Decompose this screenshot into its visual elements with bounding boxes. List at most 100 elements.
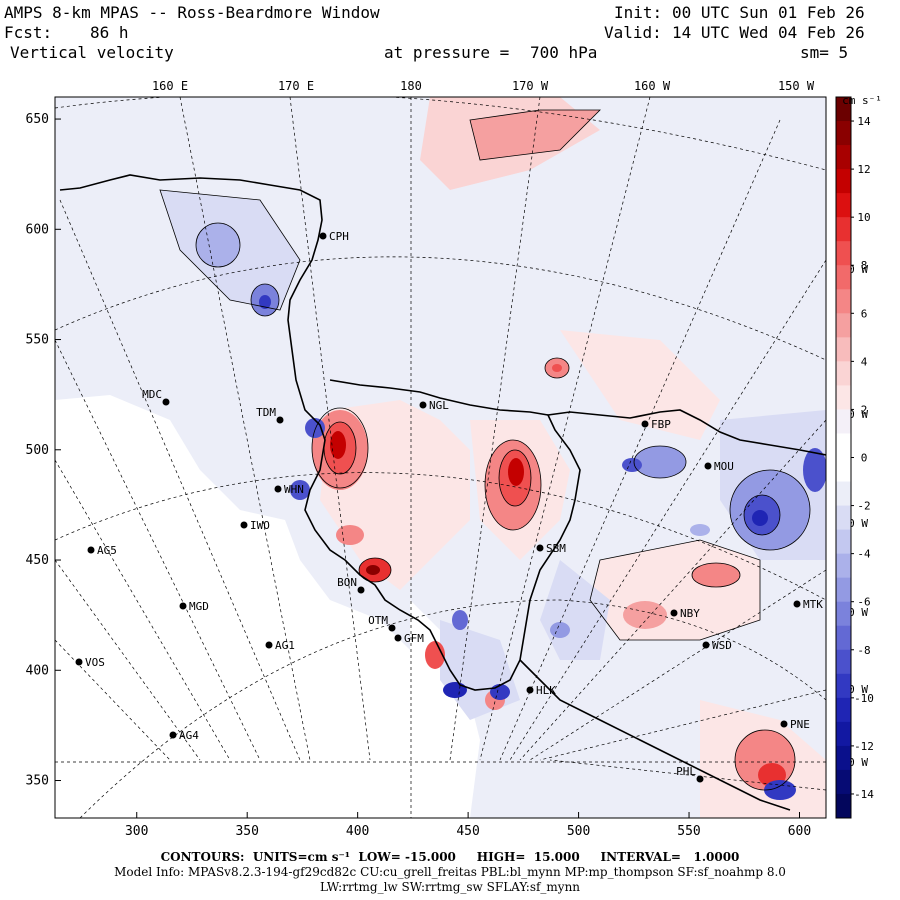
station-label: NBY [680,607,700,620]
x-tick-label: 300 [125,824,148,839]
colorbar-segment [836,625,851,651]
y-axis: 650 600 550 500 450 400 350 [26,112,61,789]
lon-label: 160 E [152,79,188,93]
station-marker [274,485,282,493]
coastline [59,174,826,811]
colorbar-segment [836,313,851,338]
valid-time: 14 UTC Wed 04 Feb 26 [672,23,865,42]
station-label: WHN [284,483,304,496]
station-marker [641,420,649,428]
lon-label: 160 W [634,79,671,93]
station-label: CPH [329,230,349,243]
colorbar-tick-label: 12 [857,163,870,176]
graticule [55,97,826,818]
station-label: GFM [404,632,424,645]
x-tick-label: 400 [346,824,369,839]
colorbar-segment [836,481,851,507]
colorbar-segment [836,601,851,627]
station-label: FBP [651,418,671,431]
colorbar-tick-label: 6 [861,307,868,320]
colorbar-tick-label: -14 [854,788,874,801]
station-marker [169,731,177,739]
colorbar-segment [836,433,851,458]
station-marker [87,546,95,554]
station-marker [793,600,801,608]
station-marker [75,658,83,666]
colorbar-segment [836,745,851,771]
station-label: PNE [790,718,810,731]
colorbar-tick-label: 8 [861,259,868,272]
station-marker [357,586,365,594]
valid-label: Valid: [604,23,662,42]
station-label: WSD [712,639,732,652]
colorbar-segment [836,145,851,170]
x-tick-label: 450 [456,824,479,839]
station-label: HLK [536,684,556,697]
station-label: BON [337,576,357,589]
station-label: NGL [429,399,449,412]
x-axis: 300 350 400 450 500 550 600 [125,812,811,839]
top-longitude-labels: 160 E 170 E 180 170 W 160 W 150 W [152,79,815,93]
station-marker [179,602,187,610]
station-label: TDM [256,406,276,419]
station-marker [780,720,788,728]
colorbar-segment [836,337,851,362]
station-marker [240,521,248,529]
lon-label: 150 W [778,79,815,93]
y-tick-label: 350 [26,774,49,789]
lon-label: 180 [400,79,422,93]
colorbar-tick-label: -10 [854,692,874,705]
colorbar-segment [836,505,851,531]
forecast-label: Fcst: [4,23,53,42]
colorbar-segment [836,169,851,194]
stations: CPH MDC NGL TDM FBP MOU WHN IWO AG5 SBM BON MGD NBY M… [75,230,823,783]
colorbar-segment [836,289,851,314]
colorbar-tick-label: -2 [857,500,870,513]
init-time: 00 UTC Sun 01 Feb 26 [672,3,865,22]
chart-title: AMPS 8-km MPAS -- Ross-Beardmore Window [4,3,380,22]
station-label: MOU [714,460,734,473]
y-tick-label: 650 [26,112,49,127]
station-label: AG1 [275,639,295,652]
colorbar-labels: 14 12 10 8 6 4 2 0 -2 -4 -6 -8 -10 -12 -14 [854,115,874,801]
station-label: MGD [189,600,209,613]
colorbar-tick-label: 2 [861,403,868,416]
station-marker [319,232,327,240]
field-shading [55,97,826,818]
station-marker [536,544,544,552]
init-label: Init: [614,3,663,22]
pressure-value: 700 hPa [530,43,598,62]
colorbar-segment [836,409,851,434]
colorbar-tick-label: -4 [857,548,871,561]
station-marker [394,634,402,642]
station-marker [704,462,712,470]
colorbar-segment [836,193,851,218]
colorbar-segment [836,121,851,146]
y-tick-label: 400 [26,663,49,678]
station-label: SBM [546,542,566,555]
colorbar-segment [836,769,851,795]
colorbar-segment [836,97,851,122]
colorbar-segment [836,649,851,675]
station-marker [702,641,710,649]
colorbar-segment [836,217,851,242]
station-label: AG4 [179,729,199,742]
smoothing-label: sm= 5 [800,43,849,62]
colorbar-tick-label: 14 [857,115,871,128]
colorbar-tick-label: 4 [861,355,868,368]
colorbar-segment [836,529,851,555]
colorbar-segment [836,265,851,290]
station-marker [696,775,704,783]
station-label: PHL [676,765,696,778]
station-marker [276,416,284,424]
station-label: MDC [142,388,162,401]
contour-lines [159,109,811,791]
colorbar-segment [836,361,851,386]
colorbar-segment [836,697,851,723]
colorbar-segment [836,577,851,603]
colorbar-segment [836,793,851,819]
station-marker [162,398,170,406]
colorbar-segment [836,553,851,579]
colorbar-segment [836,721,851,747]
